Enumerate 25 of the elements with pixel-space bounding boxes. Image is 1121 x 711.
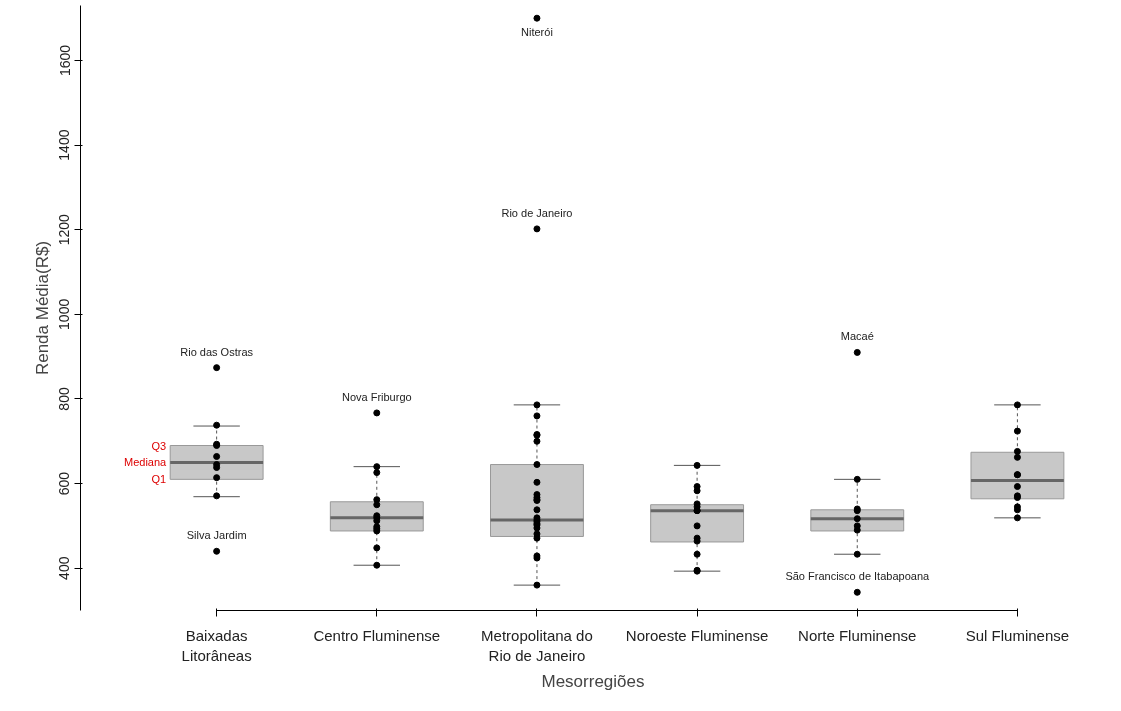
text: Mediana [123,456,168,469]
annotation: Silva Jardim [186,529,247,542]
y-tick-label: 400 [56,556,73,580]
y-tick-label: 800 [56,387,73,411]
y-tick-label: 1200 [56,213,73,246]
x-tick-label: Sul Fluminense [965,626,1070,644]
y-tick-label: 1400 [56,129,73,161]
x-axis-title: Mesorregiões [541,671,645,691]
text: Q1 [151,473,167,486]
text: Q3 [151,439,167,452]
y-tick-label: 1600 [56,44,73,77]
annotation: Rio das Ostras [180,345,254,358]
annotation: São Francisco de Itabapoana [785,570,930,583]
y-tick-label: 600 [56,471,73,496]
x-tick-label: Metropolitana do Rio de Janeiro [481,626,593,664]
y-axis-title: Renda Média(R$) [32,240,52,376]
x-tick-label: Centro Fluminense [313,626,441,644]
annotation: Nova Friburgo [341,390,412,403]
annotation: Rio de Janeiro [501,206,573,219]
x-tick-label: Baixadas Litorâneas [181,626,252,664]
annotation: Macaé [840,330,874,343]
x-tick-label: Norte Fluminense [798,626,917,644]
annotation: Niterói [521,26,553,39]
y-tick-label: 1000 [56,298,73,330]
x-tick-label: Noroeste Fluminense [625,626,769,644]
